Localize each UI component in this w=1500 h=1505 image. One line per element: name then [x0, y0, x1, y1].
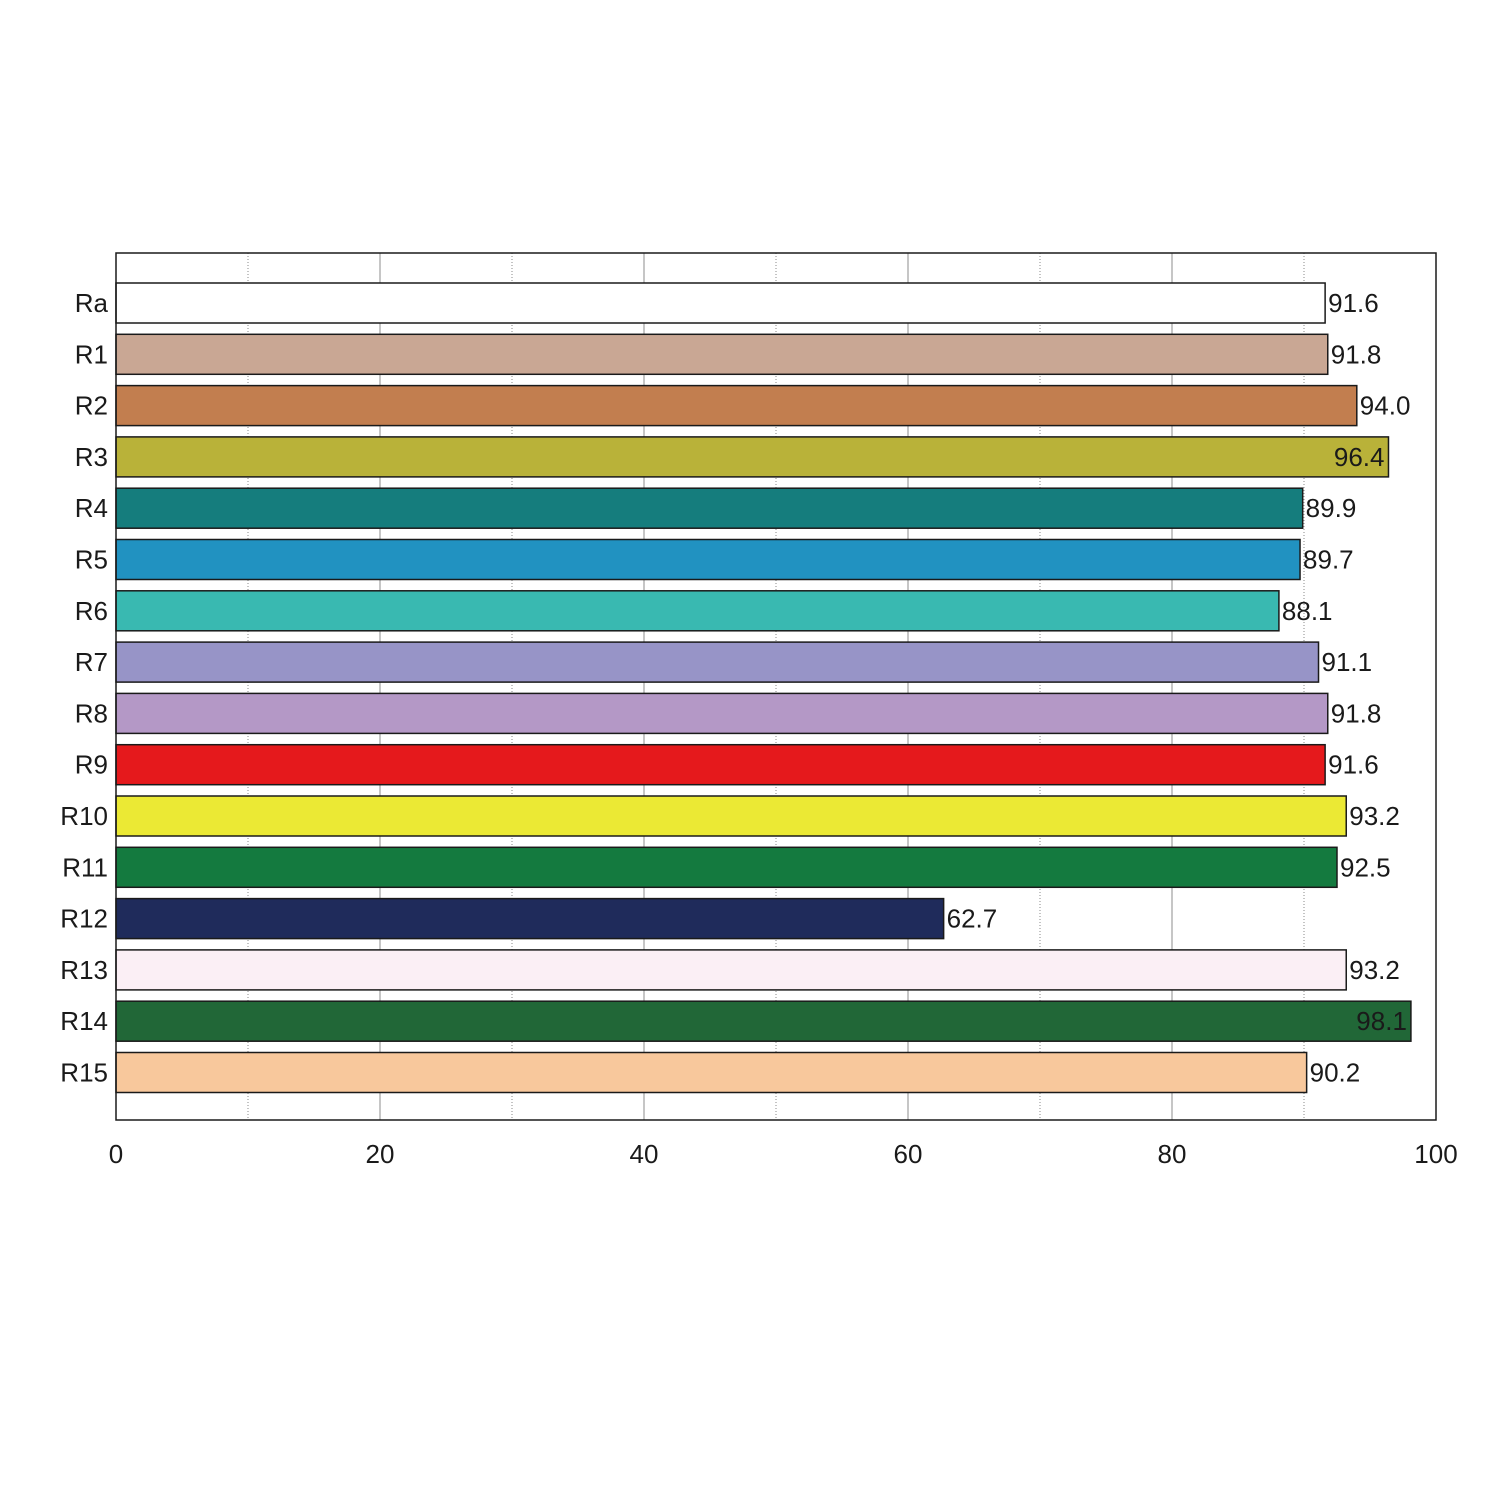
category-label: R8	[75, 698, 108, 728]
category-label: R9	[75, 750, 108, 780]
bar-r5	[115, 538, 1301, 581]
bar-r9	[115, 743, 1326, 786]
value-label: 93.2	[1349, 955, 1400, 985]
value-label: 92.5	[1340, 852, 1391, 882]
category-label: R10	[60, 801, 108, 831]
category-label: R4	[75, 493, 108, 523]
category-label: R15	[60, 1058, 108, 1088]
x-tick-label: 20	[366, 1139, 395, 1169]
bar-r10	[115, 795, 1347, 837]
bar-r8	[115, 692, 1329, 735]
category-label: R2	[75, 391, 108, 421]
value-label: 94.0	[1360, 391, 1411, 421]
x-tick-label: 80	[1158, 1139, 1187, 1169]
x-tick-label: 40	[630, 1139, 659, 1169]
category-label: R7	[75, 647, 108, 677]
value-label: 91.1	[1322, 647, 1373, 677]
category-label: R6	[75, 596, 108, 626]
bar-r14	[115, 1000, 1412, 1042]
category-label: R5	[75, 545, 108, 575]
bar-r15	[115, 1051, 1308, 1094]
category-label: R3	[75, 442, 108, 472]
category-label: R1	[75, 339, 108, 369]
value-label: 91.8	[1331, 698, 1382, 728]
bar-r7	[115, 641, 1320, 683]
value-label: 89.9	[1306, 493, 1357, 523]
bar-ra	[115, 282, 1326, 324]
value-label: 91.8	[1331, 339, 1382, 369]
bar-r3	[115, 436, 1390, 478]
x-tick-label: 60	[894, 1139, 923, 1169]
x-tick-label: 0	[109, 1139, 123, 1169]
category-label: Ra	[75, 288, 109, 318]
category-label: R14	[60, 1006, 108, 1036]
value-label: 93.2	[1349, 801, 1400, 831]
value-label: 96.4	[1334, 442, 1385, 472]
x-tick-label: 100	[1414, 1139, 1457, 1169]
bar-r13	[115, 949, 1347, 991]
bar-r11	[115, 846, 1338, 889]
bar-r1	[115, 333, 1329, 376]
bar-r2	[115, 384, 1358, 427]
value-label: 91.6	[1328, 750, 1379, 780]
bar-r6	[115, 590, 1280, 632]
value-label: 91.6	[1328, 288, 1379, 318]
value-label: 88.1	[1282, 596, 1333, 626]
value-label: 62.7	[947, 904, 998, 934]
plot-frame	[115, 252, 1437, 1121]
bar-r12	[115, 897, 945, 940]
category-label: R12	[60, 904, 108, 934]
value-label: 90.2	[1310, 1058, 1361, 1088]
value-label: 89.7	[1303, 545, 1354, 575]
bar-r4	[115, 487, 1304, 529]
category-label: R11	[62, 852, 108, 882]
value-label: 98.1	[1356, 1006, 1407, 1036]
category-label: R13	[60, 955, 108, 985]
